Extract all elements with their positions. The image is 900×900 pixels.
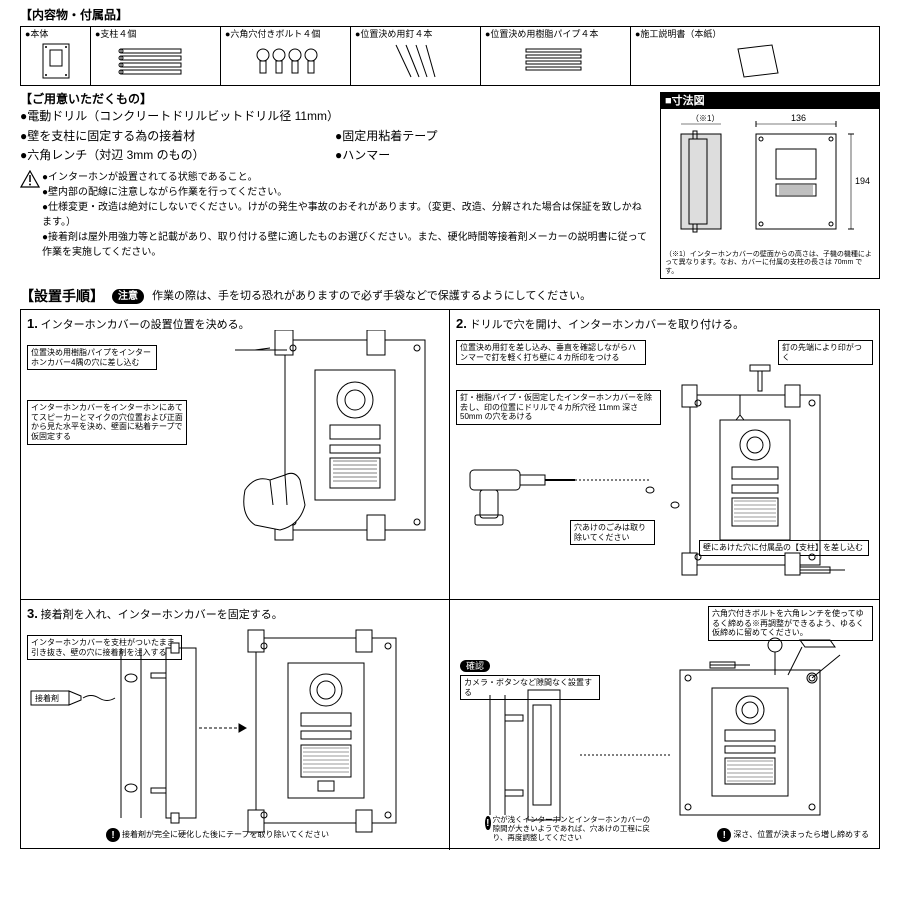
tools-section: 【ご用意いただくもの】 ●電動ドリル（コンクリートドリルビットドリル径 11mm… [20, 92, 880, 279]
part-icon-bolts [225, 40, 346, 82]
parts-row: ●本体 ●支柱４個 ●六角穴付きボルト４個 ●位置決め用釘４本 ●位置決め用樹脂… [20, 26, 880, 86]
step-num: 1. [27, 316, 38, 331]
part-pipes: ●位置決め用樹脂パイプ４本 [481, 27, 631, 85]
part-body: ●本体 [21, 27, 91, 85]
step-num: 3. [27, 606, 38, 621]
parts-heading: 【内容物・付属品】 [20, 8, 880, 24]
part-icon-posts [95, 40, 216, 82]
part-label: ●施工説明書（本紙） [635, 29, 875, 41]
step-1: 1. インターホンカバーの設置位置を決める。 位置決め用樹脂パイプをインターホン… [21, 310, 450, 600]
part-label: ●六角穴付きボルト４個 [225, 29, 346, 41]
tools-left: 【ご用意いただくもの】 ●電動ドリル（コンクリートドリルビットドリル径 11mm… [20, 92, 650, 279]
tool-item: ●壁を支柱に固定する為の接着材 [20, 129, 335, 145]
dim-w: 136 [791, 113, 806, 123]
part-icon-body [25, 40, 86, 82]
tool-item: ●電動ドリル（コンクリートドリルビットドリル径 11mm） [20, 109, 650, 125]
part-icon-nails [355, 40, 476, 82]
part-posts: ●支柱４個 [91, 27, 221, 85]
caution-text: 作業の際は、手を切る恐れがありますので必ず手袋などで保護するようにしてください。 [152, 289, 591, 303]
install-header: 【設置手順】 注意 作業の際は、手を切る恐れがありますので必ず手袋などで保護する… [20, 287, 880, 305]
warning-text: ●インターホンが設置されてる状態であること。 ●壁内部の配線に注意しながら作業を… [42, 170, 650, 260]
step-4: 六角穴付きボルトを六角レンチを使ってゆるく締める※再調整ができるよう、ゆるく仮締… [450, 600, 879, 850]
part-label: ●支柱４個 [95, 29, 216, 41]
tool-item: ●固定用粘着テープ [335, 129, 650, 145]
part-manual: ●施工説明書（本紙） [631, 27, 879, 85]
warn-line: ●仕様変更・改造は絶対にしないでください。けがの発生や事故のおそれがあります。（… [42, 200, 650, 230]
steps-grid: 1. インターホンカバーの設置位置を決める。 位置決め用樹脂パイプをインターホン… [20, 309, 880, 849]
callout: インターホンカバーをインターホンにあててスピーカーとマイクの穴位置および正面から… [27, 400, 187, 444]
part-label: ●位置決め用樹脂パイプ４本 [485, 29, 626, 41]
part-bolts: ●六角穴付きボルト４個 [221, 27, 351, 85]
part-nails: ●位置決め用釘４本 [351, 27, 481, 85]
step-3: 3. 接着剤を入れ、インターホンカバーを固定する。 インターホンカバーを支柱がつ… [21, 600, 450, 850]
part-icon-manual [635, 40, 875, 82]
part-label: ●位置決め用釘４本 [355, 29, 476, 41]
step-2: 2. ドリルで穴を開け、インターホンカバーを取り付ける。 位置決め用釘を差し込み… [450, 310, 879, 600]
install-heading: 【設置手順】 [20, 287, 104, 305]
tool-item: ●六角レンチ（対辺 3mm のもの） [20, 148, 335, 164]
warn-line: ●接着剤は屋外用強力等と記載があり、取り付ける壁に適したものお選びください。また… [42, 230, 650, 260]
dimension-box: ■寸法図 [660, 92, 880, 279]
svg-text:接着剤: 接着剤 [35, 693, 59, 703]
step4-diagram [450, 600, 870, 840]
dim-h: 194 [855, 176, 870, 186]
warn-line: ●インターホンが設置されてる状態であること。 [42, 170, 650, 185]
caution-badge: 注意 [112, 289, 144, 304]
callout: 位置決め用樹脂パイプをインターホンカバー4隅の穴に差し込む [27, 345, 157, 370]
warn-line: ●壁内部の配線に注意しながら作業を行ってください。 [42, 185, 650, 200]
dimension-diagram: 136 194 （※1） [661, 109, 879, 249]
warning-block: ●インターホンが設置されてる状態であること。 ●壁内部の配線に注意しながら作業を… [20, 170, 650, 260]
tools-heading: 【ご用意いただくもの】 [20, 92, 650, 108]
warning-icon [20, 170, 42, 188]
dim-ref: （※1） [691, 114, 719, 123]
step-title: 接着剤を入れ、インターホンカバーを固定する。 [41, 609, 283, 621]
dimension-heading: ■寸法図 [661, 93, 879, 109]
dimension-note: （※1）インターホンカバーの壁面からの高さは、子機の機種によって異なります。なお… [661, 249, 879, 278]
step2-diagram [450, 310, 870, 590]
step1-diagram [215, 330, 445, 590]
tool-item: ●ハンマー [335, 148, 650, 164]
step3-diagram: 接着剤 [21, 628, 441, 838]
part-icon-pipes [485, 40, 626, 82]
part-label: ●本体 [25, 29, 86, 41]
